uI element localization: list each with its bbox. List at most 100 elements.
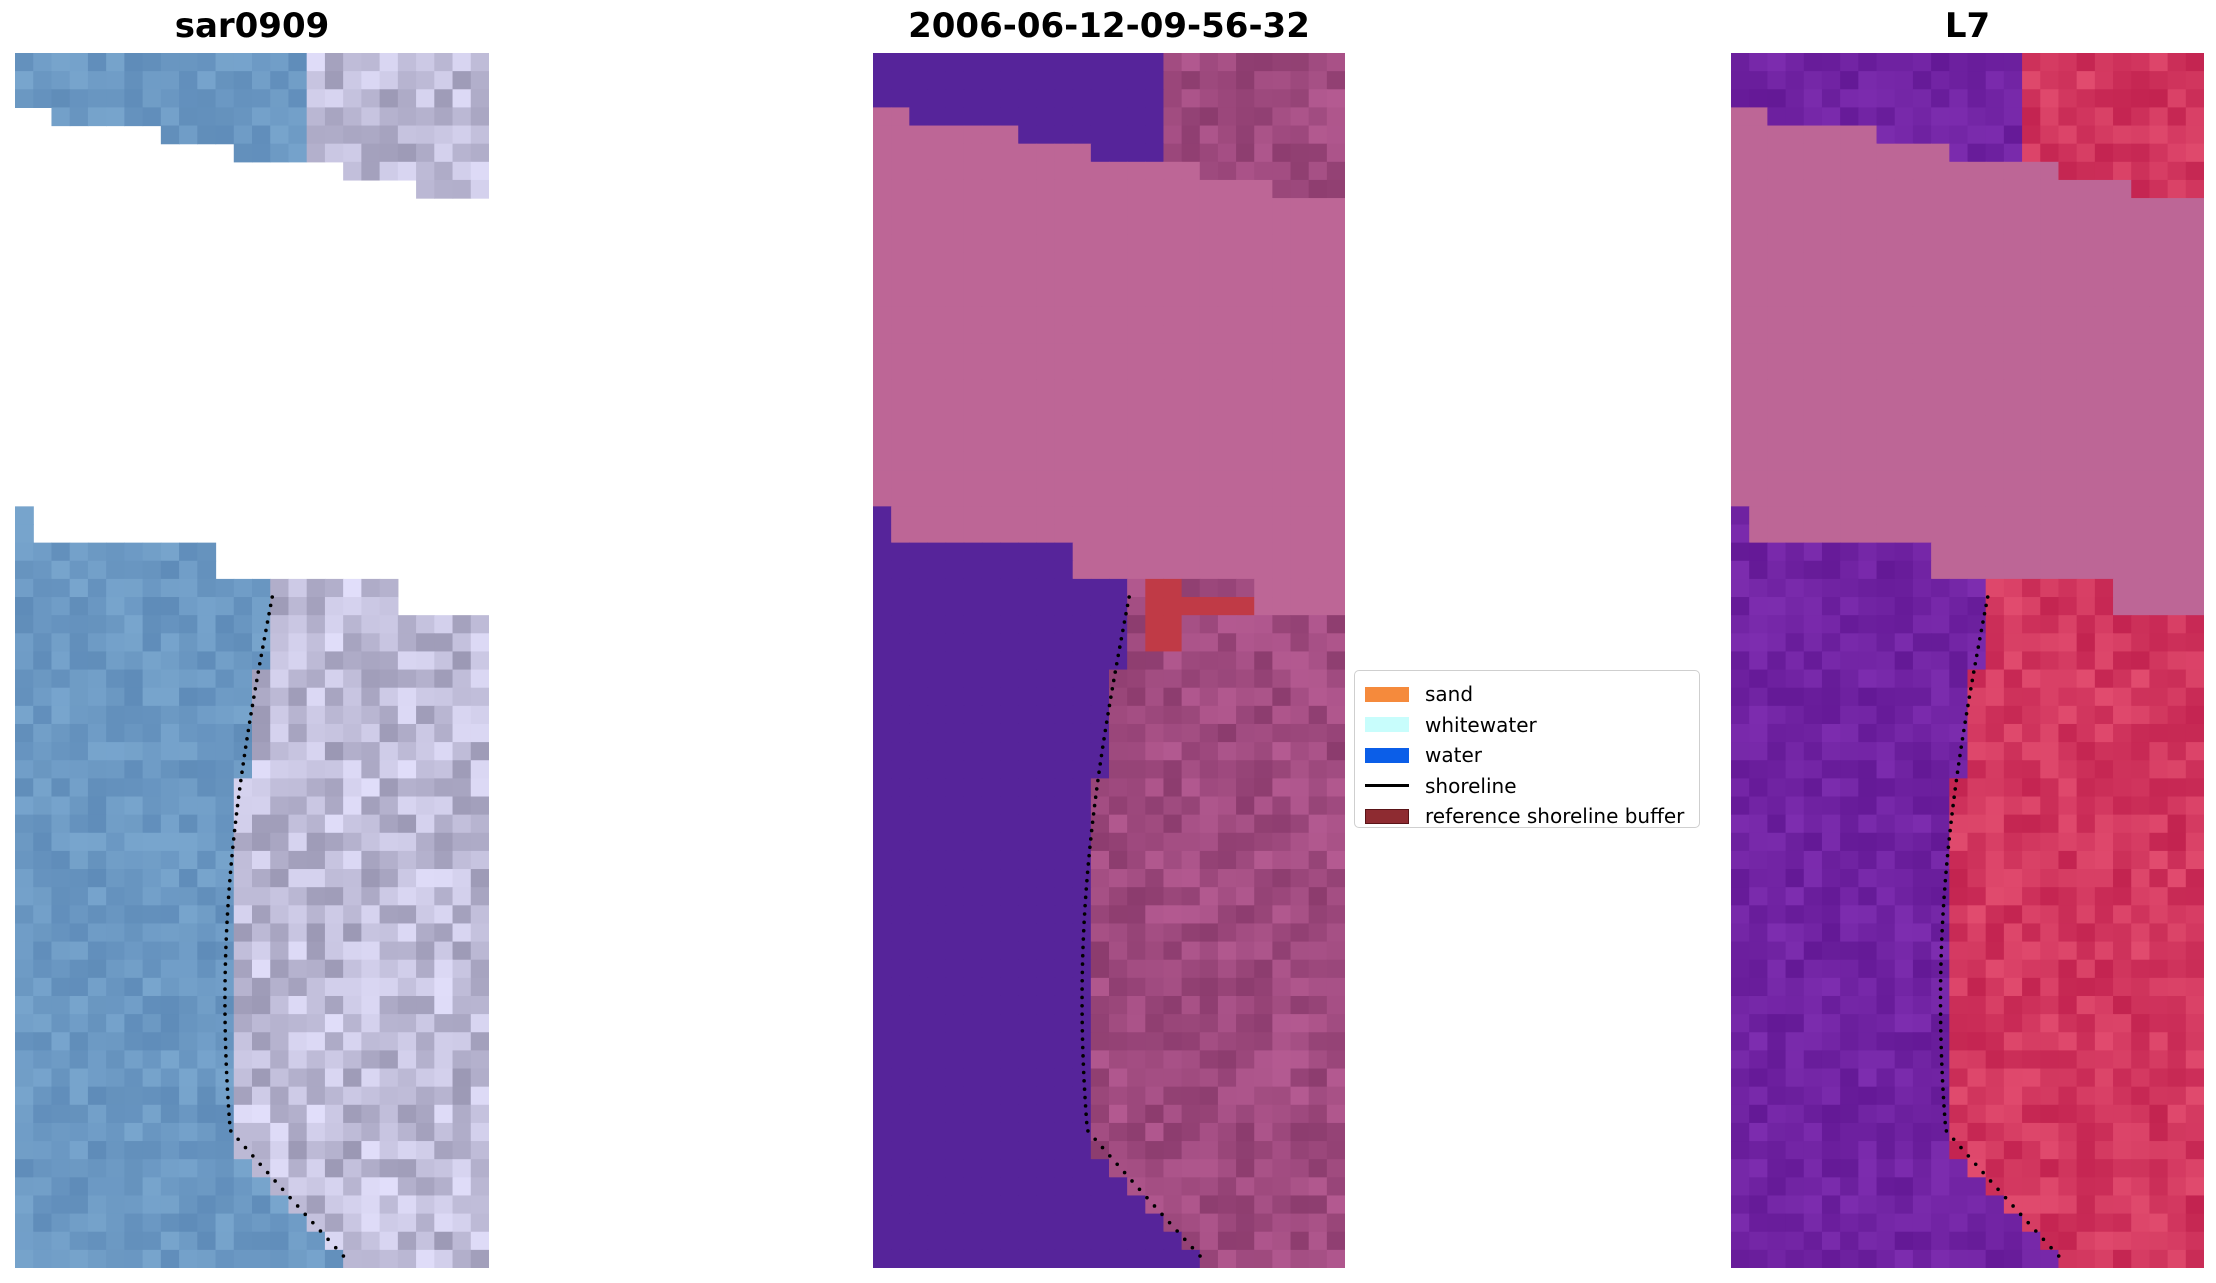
image-pixel: [361, 89, 381, 108]
image-pixel: [1767, 923, 1787, 943]
image-pixel: [1072, 288, 1092, 308]
image-pixel: [1931, 905, 1950, 925]
image-pixel: [69, 977, 89, 997]
image-pixel: [1949, 778, 1969, 798]
image-pixel: [1803, 343, 1823, 362]
image-pixel: [343, 1104, 362, 1124]
image-pixel: [1985, 742, 2005, 761]
image-pixel: [1931, 1177, 1950, 1197]
image-pixel: [2094, 651, 2114, 671]
image-pixel: [981, 887, 1001, 906]
image-pixel: [1912, 361, 1932, 381]
image-pixel: [51, 705, 71, 725]
image-pixel: [2003, 615, 2023, 634]
image-pixel: [2131, 89, 2151, 108]
image-pixel: [1749, 1195, 1768, 1215]
image-pixel: [1767, 1141, 1787, 1160]
image-pixel: [1821, 905, 1841, 925]
shoreline-dot: [236, 795, 241, 800]
image-pixel: [2076, 1014, 2096, 1033]
shoreline-dot: [226, 903, 230, 908]
image-pixel: [288, 669, 308, 689]
image-pixel: [1254, 923, 1273, 943]
image-pixel: [1931, 651, 1950, 671]
image-pixel: [416, 1177, 435, 1197]
image-pixel: [397, 89, 417, 108]
image-pixel: [2022, 1177, 2041, 1197]
image-pixel: [2167, 687, 2187, 707]
image-pixel: [160, 1231, 180, 1251]
image-pixel: [1803, 1086, 1823, 1106]
shoreline-dot: [1082, 912, 1087, 916]
image-pixel: [1821, 1177, 1841, 1197]
image-pixel: [2131, 1032, 2151, 1051]
image-pixel: [1145, 415, 1165, 435]
image-pixel: [434, 995, 454, 1015]
image-pixel: [1254, 687, 1273, 707]
image-pixel: [2040, 288, 2060, 308]
image-pixel: [233, 597, 253, 616]
image-pixel: [963, 1104, 983, 1124]
image-pixel: [343, 1159, 362, 1178]
image-pixel: [2167, 252, 2187, 272]
image-pixel: [1272, 1141, 1292, 1160]
image-pixel: [1985, 1249, 2005, 1268]
image-pixel: [963, 941, 983, 961]
image-pixel: [124, 1104, 144, 1124]
image-pixel: [306, 923, 326, 943]
image-pixel: [1876, 343, 1896, 362]
image-pixel: [142, 633, 162, 653]
image-pixel: [1290, 306, 1310, 326]
shoreline-dot: [1125, 603, 1130, 608]
image-pixel: [1254, 216, 1273, 235]
image-pixel: [1931, 89, 1950, 108]
image-pixel: [2003, 1086, 2023, 1106]
image-pixel: [1967, 252, 1987, 272]
image-pixel: [1109, 252, 1128, 272]
image-pixel: [2167, 1213, 2187, 1233]
image-pixel: [1931, 234, 1950, 254]
image-pixel: [2003, 1177, 2023, 1197]
image-pixel: [1894, 941, 1914, 961]
image-pixel: [2003, 1050, 2023, 1070]
image-pixel: [1931, 1050, 1950, 1070]
image-pixel: [1054, 977, 1074, 997]
shoreline-dot: [1938, 970, 1943, 975]
image-pixel: [160, 1068, 180, 1088]
image-pixel: [2003, 923, 2023, 943]
image-pixel: [2131, 578, 2151, 598]
image-pixel: [1967, 53, 1987, 72]
image-pixel: [1000, 723, 1019, 743]
image-pixel: [873, 53, 892, 72]
image-pixel: [945, 814, 965, 834]
image-pixel: [1199, 288, 1219, 308]
image-pixel: [1767, 125, 1787, 145]
image-pixel: [2040, 778, 2060, 798]
image-pixel: [2113, 905, 2132, 925]
image-pixel: [306, 578, 326, 598]
shoreline-dot: [1080, 987, 1084, 991]
image-pixel: [1072, 325, 1092, 344]
image-pixel: [1767, 288, 1787, 308]
image-pixel: [891, 742, 910, 761]
image-pixel: [1217, 1032, 1237, 1051]
image-pixel: [1254, 306, 1273, 326]
image-pixel: [15, 705, 34, 725]
image-pixel: [1326, 1086, 1345, 1106]
image-pixel: [1308, 941, 1328, 961]
image-pixel: [1090, 53, 1110, 72]
image-pixel: [1018, 179, 1037, 199]
image-pixel: [1217, 869, 1237, 888]
image-pixel: [1785, 506, 1805, 526]
image-pixel: [981, 850, 1001, 870]
image-pixel: [1967, 705, 1987, 725]
image-pixel: [361, 1177, 381, 1197]
image-pixel: [909, 778, 929, 798]
image-pixel: [1036, 143, 1056, 163]
image-pixel: [1840, 705, 1859, 725]
image-pixel: [2040, 742, 2060, 761]
image-pixel: [416, 615, 435, 634]
image-pixel: [1163, 1213, 1183, 1233]
image-pixel: [1199, 1141, 1219, 1160]
image-pixel: [1236, 651, 1255, 671]
